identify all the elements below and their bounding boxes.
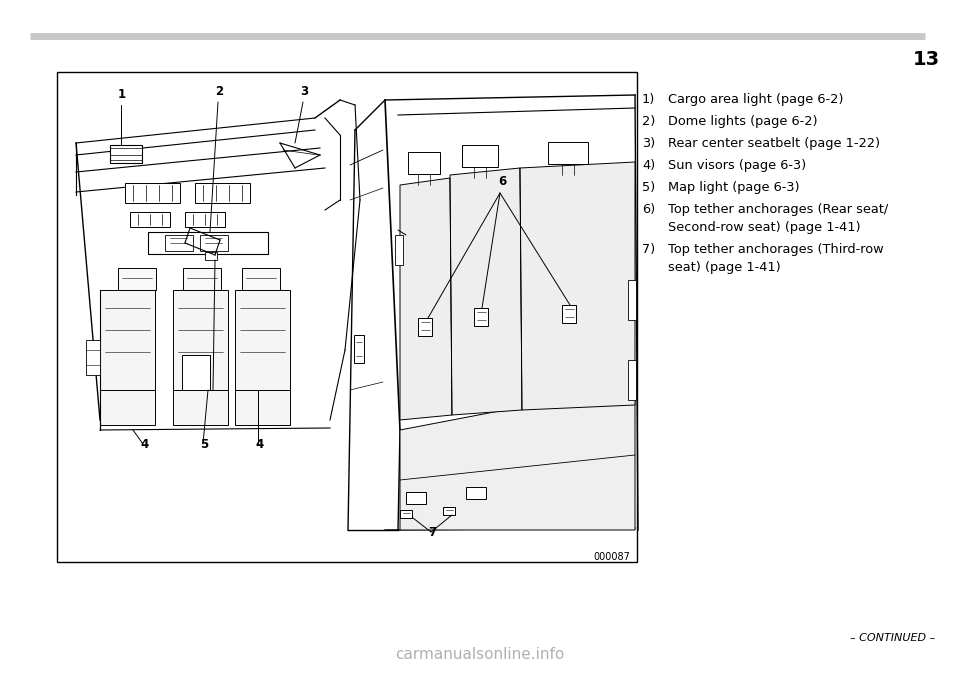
Bar [400, 510, 412, 518]
Bar [183, 268, 221, 290]
Text: 000087: 000087 [593, 552, 630, 562]
Text: Top tether anchorages (Third-row: Top tether anchorages (Third-row [668, 243, 883, 256]
Bar [462, 145, 498, 167]
Text: Dome lights (page 6-2): Dome lights (page 6-2) [668, 115, 818, 128]
Text: seat) (page 1-41): seat) (page 1-41) [668, 261, 780, 274]
Polygon shape [400, 178, 452, 420]
Text: – CONTINUED –: – CONTINUED – [850, 633, 935, 643]
Bar [173, 390, 228, 425]
Text: 4: 4 [255, 438, 263, 451]
Bar [100, 390, 155, 425]
Polygon shape [400, 385, 635, 530]
Text: Second-row seat) (page 1-41): Second-row seat) (page 1-41) [668, 221, 860, 234]
Text: carmanualsonline.info: carmanualsonline.info [396, 647, 564, 662]
Text: Sun visors (page 6-3): Sun visors (page 6-3) [668, 159, 806, 172]
Text: 6): 6) [642, 203, 656, 216]
Text: 2: 2 [215, 85, 223, 98]
Text: 5): 5) [642, 181, 656, 194]
Text: 2): 2) [642, 115, 656, 128]
Bar [235, 390, 290, 425]
Bar [57, 72, 637, 562]
Text: Cargo area light (page 6-2): Cargo area light (page 6-2) [668, 93, 844, 106]
Bar [235, 290, 290, 390]
Text: Map light (page 6-3): Map light (page 6-3) [668, 181, 800, 194]
Bar [406, 492, 426, 504]
Text: 3: 3 [300, 85, 308, 98]
Bar [466, 487, 486, 499]
Text: 1: 1 [118, 88, 126, 101]
Bar [185, 212, 225, 227]
Text: Rear center seatbelt (page 1-22): Rear center seatbelt (page 1-22) [668, 137, 880, 150]
Text: 1): 1) [642, 93, 656, 106]
Bar [562, 305, 576, 323]
Bar [443, 507, 455, 515]
Bar [628, 360, 636, 400]
Bar [165, 235, 193, 251]
Bar [86, 340, 100, 375]
Bar [182, 355, 210, 390]
Text: Top tether anchorages (Rear seat/: Top tether anchorages (Rear seat/ [668, 203, 888, 216]
Bar [130, 212, 170, 227]
Text: 5: 5 [200, 438, 208, 451]
Bar [100, 290, 155, 390]
Bar [200, 235, 228, 251]
Bar [354, 335, 364, 363]
Polygon shape [450, 168, 522, 415]
Bar [110, 145, 142, 163]
Text: 4: 4 [140, 438, 148, 451]
Bar [408, 152, 440, 174]
Bar [195, 183, 250, 203]
Bar [118, 268, 156, 290]
Bar [548, 142, 588, 164]
Text: 4): 4) [642, 159, 656, 172]
Bar [173, 290, 228, 390]
Text: 6: 6 [498, 175, 506, 188]
Bar [205, 252, 217, 260]
Polygon shape [520, 162, 635, 410]
Bar [125, 183, 180, 203]
Bar [474, 308, 488, 326]
Bar [628, 280, 636, 320]
Text: 7): 7) [642, 243, 656, 256]
Text: 13: 13 [913, 50, 940, 69]
Bar [395, 235, 403, 265]
Bar [148, 232, 268, 254]
Bar [242, 268, 280, 290]
Bar [418, 318, 432, 336]
Text: 3): 3) [642, 137, 656, 150]
Text: 7: 7 [428, 526, 436, 539]
